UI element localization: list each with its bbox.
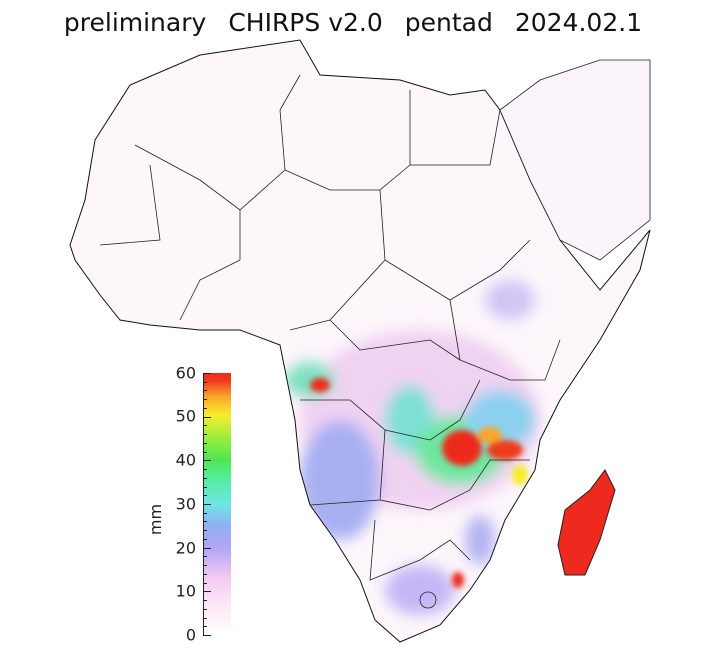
tick-label: 10 xyxy=(175,581,196,601)
title-period: pentad xyxy=(404,8,493,37)
colorbar-tick xyxy=(203,573,207,575)
colorbar-tick xyxy=(203,512,207,514)
colorbar-tick xyxy=(203,425,207,427)
colorbar-tick xyxy=(203,451,207,453)
title-status: preliminary xyxy=(63,8,207,37)
tick-label: 20 xyxy=(175,538,196,558)
colorbar-tick xyxy=(203,469,207,471)
colorbar-tick xyxy=(203,591,211,593)
colorbar-tick xyxy=(203,390,207,392)
colorbar-tick xyxy=(203,442,207,444)
colorbar-tick xyxy=(203,416,211,418)
arabian-peninsula xyxy=(499,59,651,261)
title-product: CHIRPS v2.0 xyxy=(228,8,383,37)
colorbar-tick xyxy=(203,399,207,401)
colorbar-unit: mm xyxy=(146,503,166,536)
tick-label: 50 xyxy=(175,406,196,426)
map-title: preliminary CHIRPS v2.0 pentad 2024.02.1 xyxy=(0,8,706,37)
land-precip xyxy=(69,39,651,643)
colorbar-tick xyxy=(203,547,211,549)
colorbar-tick xyxy=(203,434,207,436)
colorbar-tick xyxy=(203,538,207,540)
colorbar-tick xyxy=(203,600,207,602)
colorbar-tick xyxy=(203,477,207,479)
madagascar xyxy=(557,469,616,576)
colorbar-tick xyxy=(203,486,207,488)
colorbar-tick xyxy=(203,504,211,505)
tick-label: 60 xyxy=(175,363,196,383)
colorbar-tick xyxy=(203,626,207,628)
colorbar-tick xyxy=(203,582,207,584)
colorbar-tick xyxy=(203,608,207,610)
colorbar-tick xyxy=(203,565,207,567)
colorbar-tick xyxy=(203,495,207,497)
colorbar-tick xyxy=(203,556,207,558)
title-date: 2024.02.1 xyxy=(514,8,643,37)
colorbar-tick xyxy=(203,635,211,636)
colorbar-tick xyxy=(203,373,211,374)
tick-label: 30 xyxy=(175,494,196,514)
colorbar-tick xyxy=(203,460,211,462)
tick-label: 40 xyxy=(175,450,196,470)
colorbar-tick xyxy=(203,521,207,523)
colorbar-tick xyxy=(203,381,207,383)
colorbar-tick xyxy=(203,407,207,409)
colorbar-tick xyxy=(203,530,207,532)
colorbar-tick xyxy=(203,617,207,619)
tick-label: 0 xyxy=(185,625,196,645)
country-borders xyxy=(99,74,561,609)
